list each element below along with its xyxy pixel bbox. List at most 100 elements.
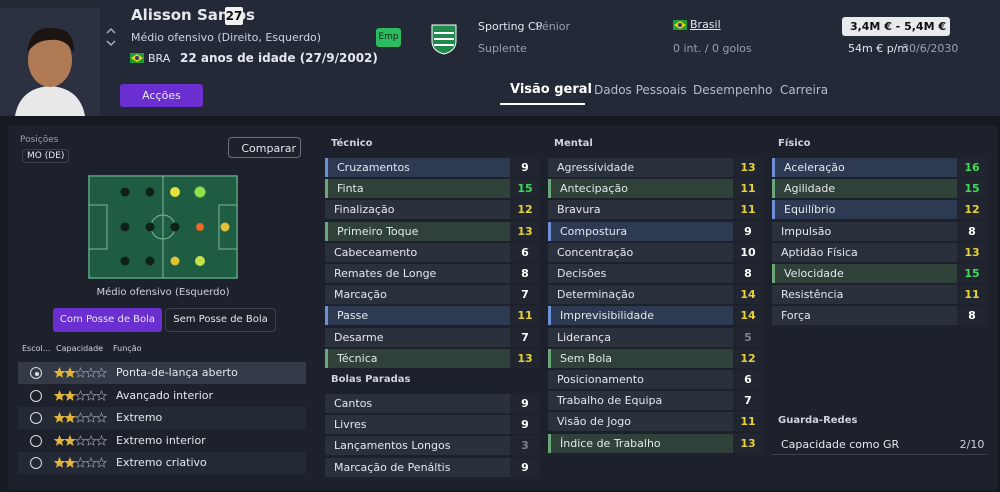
actions-button[interactable]: Acções xyxy=(120,84,203,107)
attribute-row[interactable]: Equilíbrio 12 xyxy=(772,200,987,220)
tab[interactable]: Visão geral xyxy=(510,82,593,97)
attribute-row[interactable]: Resistência 11 xyxy=(772,285,987,305)
attribute-row[interactable]: Capacidade como GR 2/10 xyxy=(772,435,987,455)
attribute-row[interactable]: Desarme 7 xyxy=(325,327,540,347)
position: Médio ofensivo (Direito, Esquerdo) xyxy=(131,31,322,44)
attribute-name: Liderança xyxy=(557,330,611,344)
player-name: Alisson Santos xyxy=(131,6,255,24)
role-name: Ponta-de-lança aberto xyxy=(116,366,238,379)
status: Suplente xyxy=(478,42,527,55)
attribute-row[interactable]: Trabalho de Equipa 7 xyxy=(548,391,763,411)
tab[interactable]: Desempenho xyxy=(693,83,773,97)
attribute-row[interactable]: Bravura 11 xyxy=(548,200,763,220)
attribute-value: 12 xyxy=(733,348,763,368)
caps: 0 int. / 0 golos xyxy=(673,42,752,55)
attribute-row[interactable]: Compostura 9 xyxy=(548,221,763,241)
attribute-name: Cantos xyxy=(334,397,373,410)
attribute-row[interactable]: Agressividade 13 xyxy=(548,158,763,177)
attribute-row[interactable]: Cabeceamento 6 xyxy=(325,242,540,262)
attribute-value: 15 xyxy=(957,264,987,283)
radio[interactable] xyxy=(30,412,42,425)
attribute-value: 8 xyxy=(957,221,987,241)
attribute-value: 12 xyxy=(957,200,987,220)
attribute-row[interactable]: Sem Bola 12 xyxy=(548,348,763,368)
attribute-name: Desarme xyxy=(334,330,384,344)
attribute-name: Remates de Longe xyxy=(334,267,437,280)
attribute-value: 7 xyxy=(510,285,540,305)
toggle-button[interactable]: Sem Posse de Bola xyxy=(165,308,276,332)
attribute-row[interactable]: Marcação de Penáltis 9 xyxy=(325,457,540,477)
attribute-name: Lançamentos Longos xyxy=(334,439,451,453)
attribute-value: 12 xyxy=(510,200,540,220)
attribute-name: Trabalho de Equipa xyxy=(557,394,663,408)
attribute-name: Resistência xyxy=(781,288,844,302)
role-row[interactable] xyxy=(18,429,306,452)
attribute-row[interactable]: Decisões 8 xyxy=(548,264,763,283)
radio-dot xyxy=(34,371,39,376)
attribute-row[interactable]: Aptidão Física 13 xyxy=(772,242,987,262)
role-row[interactable] xyxy=(18,452,306,475)
attribute-row[interactable]: Finta 15 xyxy=(325,179,540,199)
tab[interactable]: Carreira xyxy=(780,83,829,97)
attribute-row[interactable]: Índice de Trabalho 13 xyxy=(548,433,763,453)
attribute-value: 11 xyxy=(733,412,763,432)
stars xyxy=(54,367,108,378)
attribute-row[interactable]: Impulsão 8 xyxy=(772,221,987,241)
attribute-row[interactable]: Remates de Longe 8 xyxy=(325,264,540,283)
nav-arrows[interactable] xyxy=(104,26,118,48)
attribute-value: 6 xyxy=(733,370,763,389)
radio[interactable] xyxy=(30,457,42,470)
attribute-row[interactable]: Passe 11 xyxy=(325,306,540,326)
attribute-row[interactable]: Visão de Jogo 11 xyxy=(548,412,763,432)
attribute-row[interactable]: Marcação 7 xyxy=(325,285,540,305)
attribute-value: 9 xyxy=(510,415,540,435)
badge: Emp xyxy=(376,28,401,47)
attribute-row[interactable]: Aceleração 16 xyxy=(772,158,987,177)
country[interactable]: Brasil xyxy=(690,18,721,31)
attribute-row[interactable]: Cruzamentos 9 xyxy=(325,158,540,177)
attribute-row[interactable]: Cantos 9 xyxy=(325,394,540,413)
attribute-row[interactable]: Velocidade 15 xyxy=(772,264,987,283)
attribute-row[interactable]: Antecipação 11 xyxy=(548,179,763,199)
attribute-row[interactable]: Posicionamento 6 xyxy=(548,370,763,389)
attribute-name: Técnica xyxy=(337,351,378,365)
wage: 54m € p/m xyxy=(848,42,909,55)
attribute-row[interactable]: Agilidade 15 xyxy=(772,179,987,199)
attribute-name: Marcação de Penáltis xyxy=(334,460,451,474)
attribute-row[interactable]: Determinação 14 xyxy=(548,285,763,305)
attribute-row[interactable]: Concentração 10 xyxy=(548,242,763,262)
compare-button[interactable]: Comparar xyxy=(228,137,301,158)
attribute-name: Decisões xyxy=(557,267,607,280)
radio[interactable] xyxy=(30,389,42,402)
attribute-name: Velocidade xyxy=(784,267,844,280)
attribute-value: 8 xyxy=(957,306,987,326)
flag xyxy=(130,53,144,63)
attribute-row[interactable]: Liderança 5 xyxy=(548,327,763,347)
position-chip: MO (DE) xyxy=(22,149,70,163)
attribute-value: 11 xyxy=(957,285,987,305)
attribute-value: 8 xyxy=(510,264,540,283)
radio[interactable] xyxy=(30,367,42,379)
nation-code: BRA xyxy=(148,52,171,65)
attribute-row[interactable]: Finalização 12 xyxy=(325,200,540,220)
attribute-name: Agressividade xyxy=(557,161,635,174)
attribute-row[interactable]: Técnica 13 xyxy=(325,348,540,368)
attribute-value: 11 xyxy=(510,306,540,326)
attribute-row[interactable]: Livres 9 xyxy=(325,415,540,435)
attribute-value: 9 xyxy=(510,158,540,177)
radio[interactable] xyxy=(30,434,42,447)
attribute-row[interactable]: Força 8 xyxy=(772,306,987,326)
attribute-name: Aceleração xyxy=(784,161,845,174)
toggle-button[interactable]: Com Posse de Bola xyxy=(53,308,162,332)
attribute-row[interactable]: Imprevisibilidade 14 xyxy=(548,306,763,326)
role-row[interactable] xyxy=(18,362,306,384)
role-row[interactable] xyxy=(18,384,306,407)
attribute-value: 13 xyxy=(957,242,987,262)
role-row[interactable] xyxy=(18,407,306,430)
attribute-row[interactable]: Primeiro Toque 13 xyxy=(325,221,540,241)
value-range: 3,4M € - 5,4M € xyxy=(842,17,950,36)
tab[interactable]: Dados Pessoais xyxy=(594,83,687,97)
attribute-row[interactable]: Lançamentos Longos 3 xyxy=(325,436,540,456)
stars xyxy=(54,389,108,401)
